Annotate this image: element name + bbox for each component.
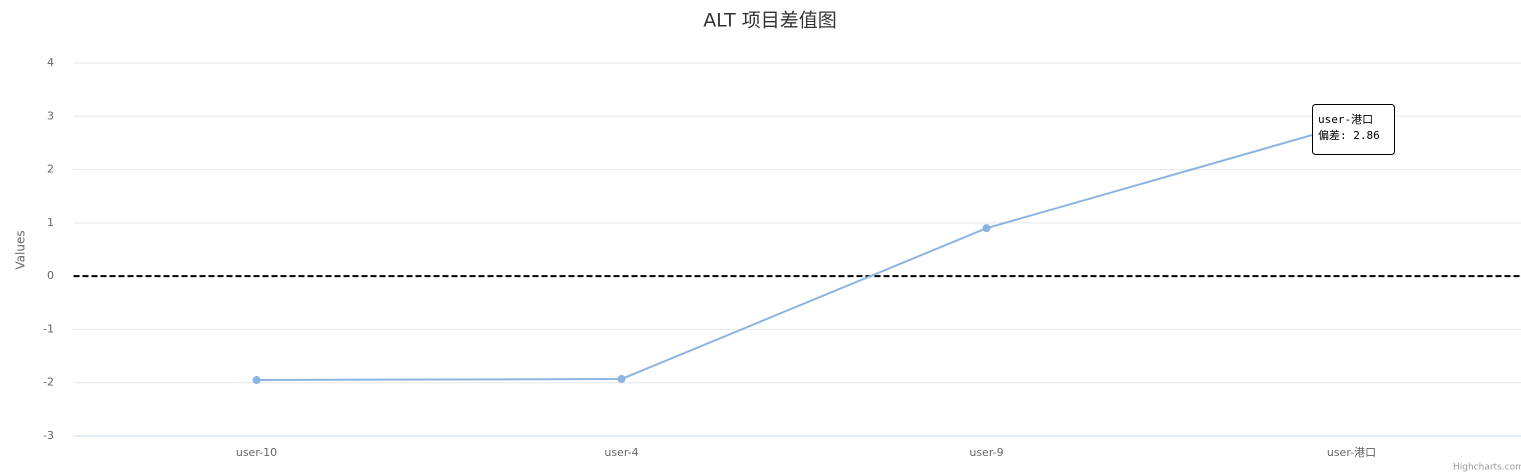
y-tick-label: 1 (47, 216, 54, 229)
y-tick-label: 2 (47, 163, 54, 176)
y-tick-label: -1 (43, 322, 54, 335)
series-line (256, 122, 1352, 382)
tooltip-title: user-港口 (1318, 113, 1373, 126)
y-tick-label: 3 (47, 109, 54, 122)
y-tick-label: 0 (47, 269, 54, 282)
x-tick-label: user-4 (604, 446, 638, 459)
data-point (617, 374, 626, 383)
credits: Highcharts.com (1453, 463, 1521, 472)
y-axis-title: Values (14, 230, 28, 269)
tooltip-box (1312, 104, 1395, 155)
y-tick-label: 4 (47, 56, 54, 69)
data-point (252, 376, 261, 385)
x-tick-label: user-港口 (1327, 446, 1376, 459)
data-point (982, 224, 991, 233)
chart-title: ALT 项目差值图 (703, 10, 837, 32)
x-tick-label: user-9 (969, 446, 1003, 459)
x-tick-label: user-10 (236, 446, 277, 459)
tooltip-text: 偏差: 2.86 (1318, 128, 1380, 142)
y-tick-label: -2 (43, 376, 54, 389)
y-tick-label: -3 (43, 429, 54, 442)
